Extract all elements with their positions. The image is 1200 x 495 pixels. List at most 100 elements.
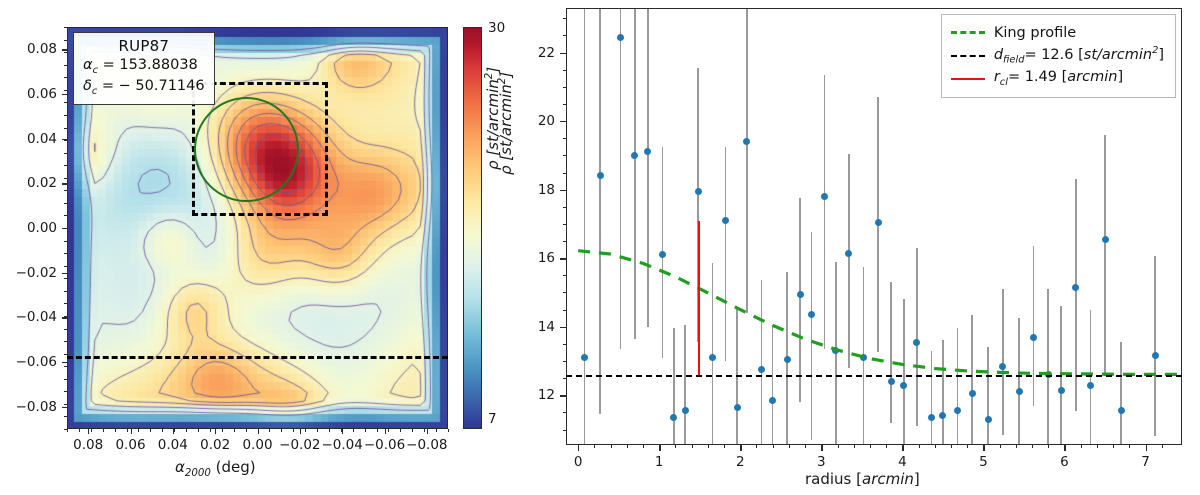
data-point	[616, 33, 624, 41]
data-point	[644, 148, 652, 156]
data-point	[743, 138, 751, 146]
ytick-minor	[563, 258, 566, 260]
data-point	[709, 354, 717, 362]
xtick-minor	[221, 429, 223, 432]
density-map-frame	[67, 27, 448, 429]
errorbar	[634, 8, 636, 339]
xtick-minor	[788, 445, 790, 448]
ytick-minor	[64, 265, 67, 267]
xtick-label: −0.06	[363, 437, 406, 453]
errorbar	[697, 67, 699, 343]
xtick-label: 2	[735, 454, 745, 470]
xtick-minor	[209, 429, 211, 432]
ytick-minor	[64, 52, 67, 54]
errorbar	[799, 198, 802, 403]
xtick-minor	[1161, 445, 1163, 448]
legend-item-cluster-radius[interactable]: rcl= 1.49 [arcmin]	[950, 67, 1164, 90]
data-point	[1117, 407, 1125, 415]
errorbar	[1002, 289, 1004, 435]
legend-item-field-density[interactable]: dfield= 12.6 [st/arcmin2]	[950, 44, 1164, 67]
data-point	[1086, 381, 1094, 389]
ytick-label: 0.00	[26, 220, 57, 236]
xtick-mark	[1145, 445, 1147, 451]
xtick-minor	[293, 429, 295, 432]
xtick-minor	[951, 445, 952, 448]
xtick-minor	[1129, 445, 1131, 448]
errorbar	[987, 347, 990, 445]
xtick-minor	[233, 429, 235, 432]
data-point	[845, 249, 853, 257]
data-point	[821, 193, 829, 200]
xtick-label: 5	[979, 454, 988, 470]
ytick-minor	[64, 315, 67, 317]
ytick-minor	[64, 240, 67, 242]
xtick-label: 0.06	[115, 437, 146, 453]
errorbar	[760, 280, 763, 445]
data-point	[953, 407, 961, 415]
ytick-minor	[563, 361, 566, 363]
data-point	[733, 403, 741, 411]
data-point	[681, 407, 689, 415]
xtick-minor	[424, 429, 426, 432]
errorbar	[583, 8, 586, 445]
xtick-minor	[934, 445, 936, 448]
data-point	[783, 355, 791, 363]
xtick-minor	[805, 445, 807, 448]
data-point	[1101, 235, 1109, 243]
errorbar	[1018, 318, 1020, 445]
xtick-mark	[659, 445, 661, 451]
ytick-minor	[563, 275, 566, 277]
xtick-minor	[78, 429, 80, 432]
ytick-label: 0.08	[26, 41, 57, 58]
xtick-minor	[853, 445, 855, 448]
xtick-minor	[400, 429, 402, 432]
legend-label-cluster-radius: rcl= 1.49 [arcmin]	[993, 69, 1124, 88]
data-point	[874, 218, 882, 226]
alpha-center-value: αc = 153.88038	[83, 56, 198, 76]
xtick-minor	[1145, 445, 1147, 448]
ytick-minor	[563, 343, 566, 345]
xtick-mark	[983, 445, 985, 451]
errorbar	[684, 325, 686, 445]
ytick-minor	[563, 18, 566, 20]
data-point	[859, 354, 867, 362]
xtick-label: 7	[1141, 454, 1150, 470]
ytick-minor	[64, 278, 67, 280]
ytick-minor	[64, 416, 67, 418]
radial-profile-xaxis-title: radius [arcmin]	[805, 470, 920, 488]
errorbar	[619, 8, 622, 350]
ytick-label: −0.06	[15, 354, 57, 370]
xtick-mark	[578, 445, 580, 451]
xtick-minor	[626, 445, 628, 448]
errorbar	[916, 247, 918, 427]
ytick-mark	[62, 94, 67, 96]
errorbar	[599, 8, 601, 415]
ytick-minor	[563, 241, 566, 243]
xtick-minor	[257, 429, 259, 432]
ytick-label: −0.02	[15, 264, 57, 281]
xtick-minor	[967, 445, 969, 448]
ytick-minor	[563, 326, 566, 328]
data-point	[1057, 386, 1065, 394]
ytick-minor	[563, 429, 566, 431]
cluster-info-box: RUP87 αc = 153.88038 δc = − 50.71146	[73, 32, 215, 105]
errorbar	[971, 314, 973, 445]
ytick-minor	[64, 366, 67, 368]
errorbar	[1089, 309, 1092, 445]
xtick-mark	[215, 429, 217, 434]
data-point	[1151, 352, 1159, 360]
ytick-label: 22	[537, 44, 555, 61]
xtick-minor	[756, 445, 758, 448]
xtick-mark	[821, 445, 823, 451]
legend-label-king-profile: King profile	[993, 24, 1077, 41]
xtick-label: 6	[1060, 454, 1069, 470]
errorbar	[903, 299, 905, 445]
xlabel-text: radius [	[805, 470, 862, 488]
legend-item-king-profile[interactable]: King profile	[950, 21, 1164, 44]
ytick-label: 0.04	[26, 130, 57, 147]
xtick-minor	[114, 429, 116, 432]
xtick-label: −0.08	[406, 437, 448, 453]
ytick-minor	[64, 39, 67, 41]
xtick-minor	[436, 429, 438, 432]
errorbar	[810, 232, 813, 440]
